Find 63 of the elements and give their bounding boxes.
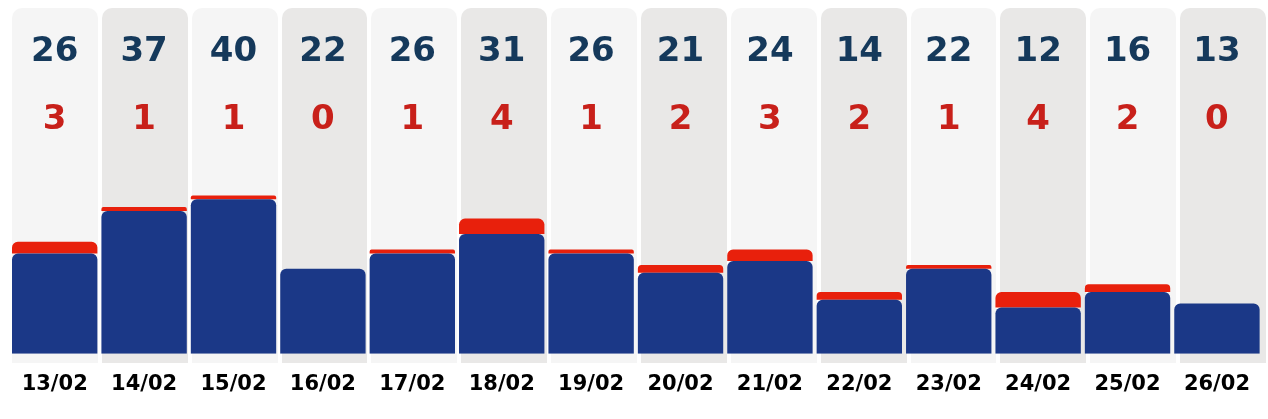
x-tick-label: 20/02 [647,370,714,395]
bar [906,268,992,354]
bar [1084,284,1171,292]
data-label: 3 [42,96,67,137]
bar [816,292,903,300]
bar [816,299,903,354]
data-label: 26 [388,28,436,69]
bar [727,261,813,354]
data-label: 12 [1014,28,1062,69]
x-tick-label: 23/02 [915,370,982,395]
data-label: 16 [1103,28,1152,69]
data-label: 3 [758,96,782,137]
data-label: 13 [1193,28,1241,69]
bar [727,249,813,262]
data-label: 1 [400,96,425,137]
x-tick-label: 18/02 [468,370,535,395]
data-label: 1 [132,96,156,137]
data-label: 1 [221,96,246,137]
data-label: 24 [746,28,794,69]
x-tick-label: 21/02 [736,370,803,395]
bar [1084,292,1171,354]
x-tick-label: 14/02 [111,370,178,395]
x-tick-label: 26/02 [1183,370,1250,395]
bar [637,264,724,273]
data-label: 37 [120,28,168,69]
bar [190,195,277,200]
bar [1174,303,1260,354]
data-label: 26 [567,28,615,69]
bar [280,268,366,354]
data-label: 4 [1026,96,1050,137]
data-label: 26 [31,28,79,69]
data-label: 1 [936,96,961,137]
x-tick-label: 16/02 [289,370,356,395]
data-label: 2 [847,96,872,137]
x-tick-label: 15/02 [200,370,267,395]
bar [101,207,187,211]
bar [995,307,1081,354]
data-label: 22 [925,28,973,69]
bar [369,253,455,354]
data-label: 14 [835,28,883,69]
bar [548,253,634,354]
bar [459,218,545,235]
bar [637,272,724,354]
x-tick-label: 19/02 [558,370,625,395]
bar [995,292,1081,308]
x-tick-label: 13/02 [21,370,88,395]
data-label: 2 [1115,96,1140,137]
x-tick-label: 25/02 [1094,370,1161,395]
data-label: 1 [579,96,603,137]
x-tick-label: 24/02 [1005,370,1072,395]
bar [12,241,98,254]
x-tick-label: 17/02 [379,370,446,395]
data-label: 4 [489,96,514,137]
data-label: 2 [668,96,693,137]
data-label: 31 [478,28,526,69]
x-tick-label: 22/02 [826,370,893,395]
data-label: 40 [209,28,258,69]
data-label: 21 [656,28,705,69]
data-label: 22 [299,28,347,69]
data-label: 0 [311,96,335,137]
data-label: 0 [1205,96,1229,137]
bar [906,264,992,269]
bar [12,253,98,354]
